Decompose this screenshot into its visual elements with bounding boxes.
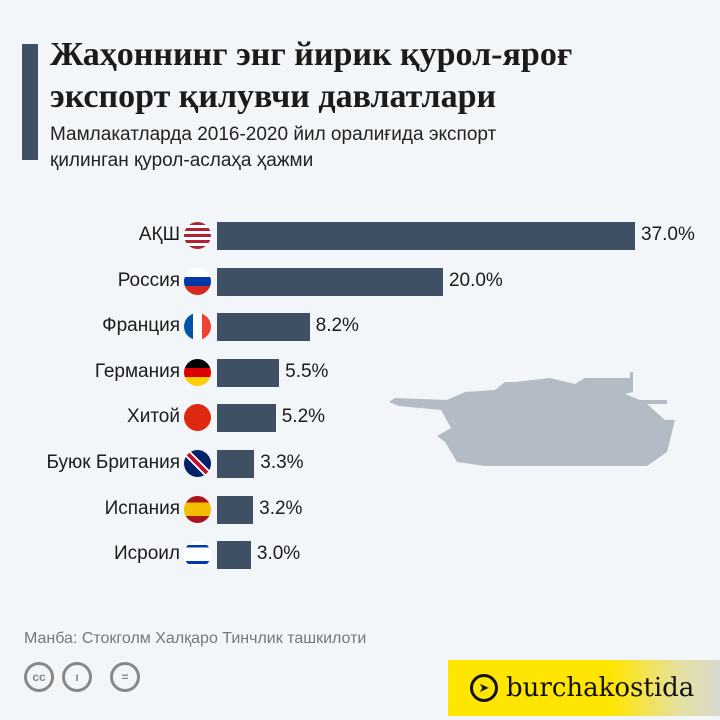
value-label: 3.3% [260,452,304,473]
category-label: Франция [102,315,180,337]
bar [217,450,255,478]
bar [217,313,310,342]
bar-row: Хитой 5.2% [0,403,720,433]
flag-icon [184,495,211,523]
flag-icon [184,541,211,569]
value-label: 37.0% [641,224,695,245]
category-label: Буюк Британия [46,452,181,473]
value-label: 20.0% [448,269,503,291]
value-label: 5.2% [281,406,326,428]
bar [217,222,635,250]
bar-row: Франция 8.2% [0,312,720,342]
bar-row: АҚШ 37.0% [0,221,720,251]
subtitle: Мамлакатларда 2016-2020 йил оралиғида эк… [50,122,496,174]
flag-icon [184,358,211,386]
tank-silhouette [389,372,675,466]
source-note: Манба: Стокголм Халқаро Тинчлик ташкилот… [24,630,367,647]
flag-icon [184,222,211,249]
bar-row: Россия 20.0% [0,267,720,297]
subtitle-line: қилинган қурол-аслаҳа ҳажми [50,150,314,171]
bar [217,358,280,387]
category-label: Хитой [127,406,180,428]
category-label: Исроил [114,543,180,565]
brand-name: burchakostida [506,673,695,703]
bar [217,495,254,524]
nd-icon: = [110,662,140,692]
category-label: Германия [94,360,180,382]
by-icon: ı [62,662,92,692]
flag-icon [184,450,211,477]
value-label: 8.2% [315,315,359,337]
category-label: АҚШ [138,224,180,245]
title-accent-bar [22,44,38,160]
bar-row: Германия 5.5% [0,358,720,388]
bar-row: Испания 3.2% [0,495,720,525]
brand-badge[interactable]: ➤ burchakostida [448,660,720,716]
flag-icon [184,313,211,341]
bar-row: Буюк Британия 3.3% [0,449,720,479]
flag-icon [184,267,211,295]
value-label: 3.2% [259,497,303,519]
bar-row: Исроил 3.0% [0,540,720,570]
category-label: Россия [117,269,180,291]
page-title: Жаҳоннинг энг йирик қурол-яроғ экспорт қ… [50,36,573,115]
value-label: 5.5% [285,360,329,382]
bar [217,541,251,570]
telegram-icon: ➤ [470,674,498,702]
subtitle-line: Мамлакатларда 2016-2020 йил оралиғида эк… [50,124,497,145]
flag-icon [184,404,211,432]
value-label: 3.0% [256,543,301,565]
category-label: Испания [104,497,180,519]
cc-icon: cc [24,662,54,692]
bar [217,404,276,433]
bar [217,267,443,296]
